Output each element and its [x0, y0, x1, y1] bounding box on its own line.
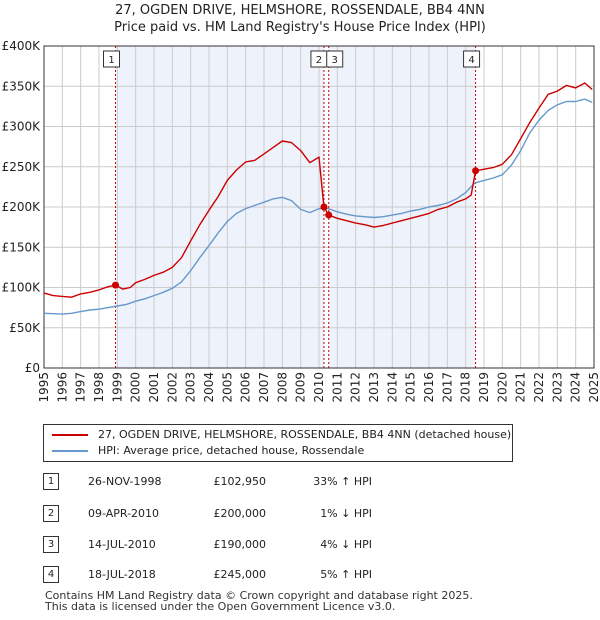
transaction-hpi: 4% ↓ HPI [320, 538, 372, 551]
red-line-swatch [52, 434, 88, 436]
x-tick-label: 1998 [92, 372, 106, 403]
x-tick-label: 2010 [312, 372, 326, 403]
sale-label-box [326, 50, 344, 68]
x-tick-label: 2007 [257, 372, 271, 403]
x-tick-label: 2015 [404, 372, 418, 403]
x-tick-label: 1999 [110, 372, 124, 403]
footer-attribution: Contains HM Land Registry data © Crown c… [45, 590, 473, 612]
transaction-price: £102,950 [213, 475, 267, 488]
transaction-hpi: 33% ↑ HPI [313, 475, 372, 488]
x-tick-label: 2025 [587, 372, 600, 403]
y-tick-label: £50K [9, 321, 41, 335]
legend-label-property: 27, OGDEN DRIVE, HELMSHORE, ROSSENDALE, … [98, 428, 512, 441]
x-tick-label: 2003 [184, 372, 198, 403]
transaction-price: £190,000 [213, 538, 267, 551]
y-tick-label: £200K [2, 200, 42, 214]
sale-label-number: 1 [108, 55, 114, 66]
x-tick-label: 1995 [37, 372, 51, 403]
x-tick-label: 2011 [330, 372, 344, 403]
sale-label-box [463, 50, 481, 68]
table-row: 2 09-APR-2010 £200,000 1% ↓ HPI [0, 505, 600, 525]
x-tick-label: 2008 [275, 372, 289, 403]
x-tick-label: 2019 [477, 372, 491, 403]
x-tick-label: 2002 [165, 372, 179, 403]
y-tick-label: £0 [25, 361, 40, 375]
x-tick-label: 2014 [385, 372, 399, 403]
x-tick-label: 2001 [147, 372, 161, 403]
x-tick-label: 1996 [55, 372, 69, 403]
y-tick-label: £150K [2, 240, 42, 254]
sale-label-number: 2 [316, 55, 322, 66]
table-row: 4 18-JUL-2018 £245,000 5% ↑ HPI [0, 566, 600, 586]
x-tick-label: 2023 [550, 372, 564, 403]
transaction-number: 3 [43, 536, 59, 553]
x-tick-label: 2009 [294, 372, 308, 403]
transaction-date: 14-JUL-2010 [88, 538, 156, 551]
x-tick-label: 2018 [459, 372, 473, 403]
legend-item-property: 27, OGDEN DRIVE, HELMSHORE, ROSSENDALE, … [52, 427, 511, 443]
blue-line-swatch [52, 450, 88, 452]
table-row: 3 14-JUL-2010 £190,000 4% ↓ HPI [0, 536, 600, 556]
y-tick-label: £400K [2, 39, 42, 53]
x-tick-label: 2004 [202, 372, 216, 403]
transaction-date: 18-JUL-2018 [88, 568, 156, 581]
price-chart: £0 £50K £100K £150K £200K £250K £300K £350K £400… [2, 39, 600, 403]
hpi-line [43, 98, 593, 315]
transaction-number: 4 [43, 566, 59, 583]
sale-label-number: 4 [468, 55, 474, 66]
chart-title: 27, OGDEN DRIVE, HELMSHORE, ROSSENDALE, … [0, 2, 600, 36]
sale-point [320, 203, 328, 211]
y-tick-label: £350K [2, 79, 42, 93]
x-tick-label: 2006 [239, 372, 253, 403]
chart-legend: 27, OGDEN DRIVE, HELMSHORE, ROSSENDALE, … [43, 424, 513, 462]
x-tick-label: 2017 [440, 372, 454, 403]
transaction-number: 2 [43, 505, 59, 522]
y-tick-label: £100K [2, 281, 42, 295]
sale-label-number: 3 [332, 55, 338, 66]
legend-item-hpi: HPI: Average price, detached house, Ross… [52, 443, 364, 459]
transaction-price: £200,000 [213, 507, 267, 520]
x-tick-label: 2024 [569, 372, 583, 403]
footer-line-2: This data is licensed under the Open Gov… [45, 600, 396, 613]
x-tick-label: 2000 [129, 372, 143, 403]
x-tick-label: 1997 [74, 372, 88, 403]
y-tick-label: £300K [2, 120, 42, 134]
x-tick-label: 2021 [514, 372, 528, 403]
sale-point [325, 211, 333, 219]
transaction-date: 26-NOV-1998 [88, 475, 162, 488]
transaction-price: £245,000 [213, 568, 267, 581]
transaction-number: 1 [43, 473, 59, 490]
table-row: 1 26-NOV-1998 £102,950 33% ↑ HPI [0, 473, 600, 493]
plot-frame [43, 45, 595, 369]
title-line-2: Price paid vs. HM Land Registry's House … [114, 20, 486, 35]
sale-point [472, 167, 480, 175]
transaction-date: 09-APR-2010 [88, 507, 160, 520]
x-tick-label: 2020 [495, 372, 509, 403]
footer-line-1: Contains HM Land Registry data © Crown c… [45, 589, 473, 602]
transaction-hpi: 5% ↑ HPI [320, 568, 372, 581]
x-tick-label: 2012 [349, 372, 363, 403]
x-tick-label: 2022 [532, 372, 546, 403]
sale-label-box [103, 50, 120, 68]
transaction-hpi: 1% ↓ HPI [320, 507, 372, 520]
x-tick-label: 2016 [422, 372, 436, 403]
sale-point [112, 281, 119, 289]
legend-label-hpi: HPI: Average price, detached house, Ross… [98, 444, 365, 457]
y-tick-label: £250K [2, 160, 42, 174]
x-tick-label: 2013 [367, 372, 381, 403]
title-line-1: 27, OGDEN DRIVE, HELMSHORE, ROSSENDALE, … [115, 3, 485, 18]
x-tick-label: 2005 [220, 372, 234, 403]
